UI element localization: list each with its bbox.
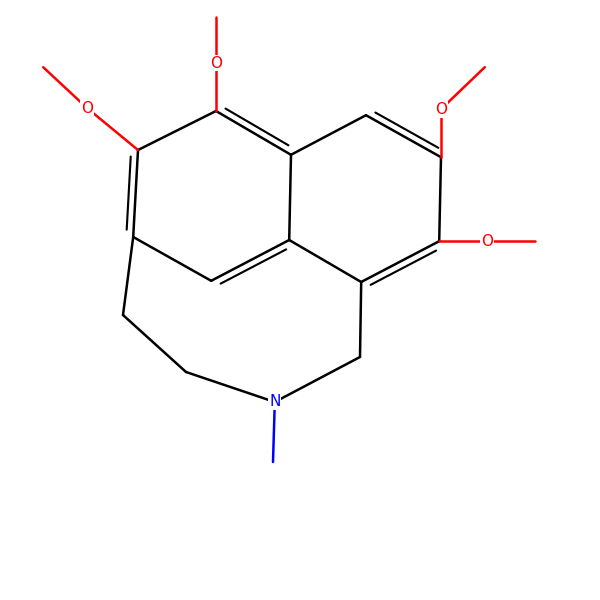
Text: O: O: [435, 101, 447, 116]
Text: O: O: [210, 55, 222, 70]
Text: N: N: [269, 395, 280, 409]
Text: O: O: [81, 101, 93, 115]
Text: O: O: [481, 233, 493, 248]
